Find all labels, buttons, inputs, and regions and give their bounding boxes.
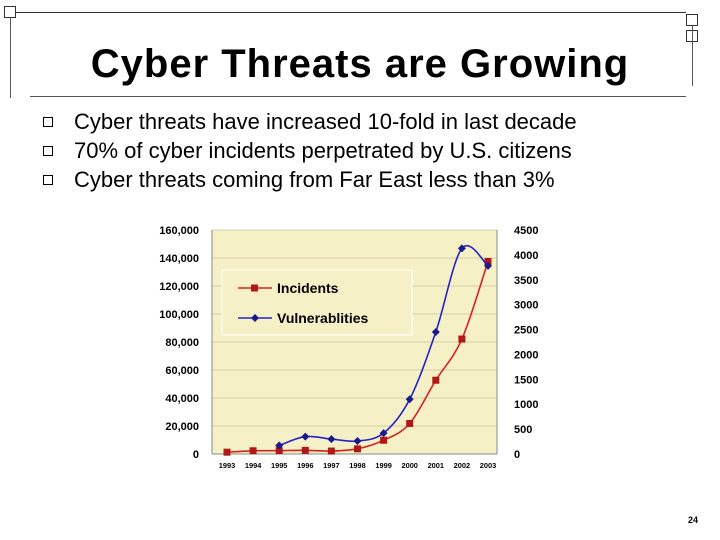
left-rule [10,18,11,98]
incidents-point [327,447,335,455]
x-tick-label: 1995 [271,461,287,470]
vulnerabilities-point [301,432,310,441]
x-tick-label: 1996 [297,461,313,470]
y-left-tick-label: 100,000 [159,309,199,321]
square-bullet-icon [43,175,53,185]
vulnerabilities-point [275,441,284,450]
incidents-point [432,376,440,384]
y-left-tick-label: 40,000 [165,393,199,405]
page-number: 24 [688,515,699,525]
bullet-list: Cyber threats have increased 10-fold in … [40,107,577,194]
legend-label: Incidents [277,280,339,296]
slide-title: Cyber Threats are Growing [90,42,630,86]
legend-marker [251,284,258,292]
incidents-point [354,445,361,453]
corner-square-top-left [4,6,16,18]
y-right-tick-label: 4500 [514,225,538,237]
y-left-tick-label: 20,000 [165,421,199,433]
vulnerabilities-point [353,437,362,446]
y-right-tick-label: 1000 [514,399,538,411]
y-right-tick-label: 4000 [514,250,538,262]
legend-box [221,269,413,336]
vulnerabilities-point [484,261,492,270]
x-tick-label: 1999 [375,461,391,470]
y-left-tick-label: 120,000 [159,281,199,293]
incidents-point [249,447,257,455]
bullet-text: Cyber threats have increased 10-fold in … [74,109,577,134]
incidents-point [380,436,388,444]
incidents-point [223,448,231,456]
bullet-text: Cyber threats coming from Far East less … [74,167,555,192]
right-rule [692,26,693,86]
y-right-tick-label: 1500 [514,374,538,386]
bullet-item: Cyber threats have increased 10-fold in … [40,107,577,136]
vulnerabilities-point [327,435,336,444]
legend-marker [251,314,259,322]
y-left-tick-label: 60,000 [165,365,199,377]
incidents-point [484,258,492,265]
y-right-tick-label: 3000 [514,300,538,312]
square-bullet-icon [43,117,53,127]
x-tick-label: 1994 [245,461,262,470]
y-left-tick-label: 80,000 [165,337,199,349]
square-bullet-icon [43,146,53,156]
x-tick-label: 1993 [219,461,235,470]
x-tick-label: 2003 [480,461,496,470]
title-rule [30,96,686,97]
chart-legend: Incidents Vulnerablities [221,269,413,336]
y-right-tick-label: 0 [514,449,520,461]
top-rule [16,12,686,13]
x-tick-label: 1998 [349,461,365,470]
y-left-tick-label: 140,000 [159,253,199,265]
vulnerabilities-point [379,429,388,438]
bullet-item: 70% of cyber incidents perpetrated by U.… [40,136,577,165]
vulnerabilities-point [405,395,414,404]
bullet-item: Cyber threats coming from Far East less … [40,165,577,194]
bullet-text: 70% of cyber incidents perpetrated by U.… [74,138,572,163]
y-right-tick-label: 2500 [514,325,538,337]
x-tick-label: 2001 [428,461,444,470]
incidents-point [275,447,283,455]
y-right-tick-label: 500 [514,424,532,436]
legend-label: Vulnerablities [277,310,369,326]
corner-square-top-right [686,14,698,26]
incidents-point [458,335,466,343]
incidents-point [406,419,414,427]
incidents-point [301,446,309,454]
x-tick-label: 2002 [454,461,470,470]
vulnerabilities-point [457,244,466,253]
y-right-tick-label: 2000 [514,349,538,361]
y-right-tick-label: 3500 [514,275,538,287]
x-tick-label: 1997 [323,461,339,470]
y-left-tick-label: 0 [193,449,199,461]
y-left-tick-label: 160,000 [159,225,199,237]
x-tick-label: 2000 [401,461,417,470]
vulnerabilities-point [431,328,440,337]
